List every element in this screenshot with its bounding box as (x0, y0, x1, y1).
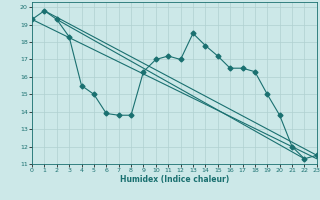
X-axis label: Humidex (Indice chaleur): Humidex (Indice chaleur) (120, 175, 229, 184)
